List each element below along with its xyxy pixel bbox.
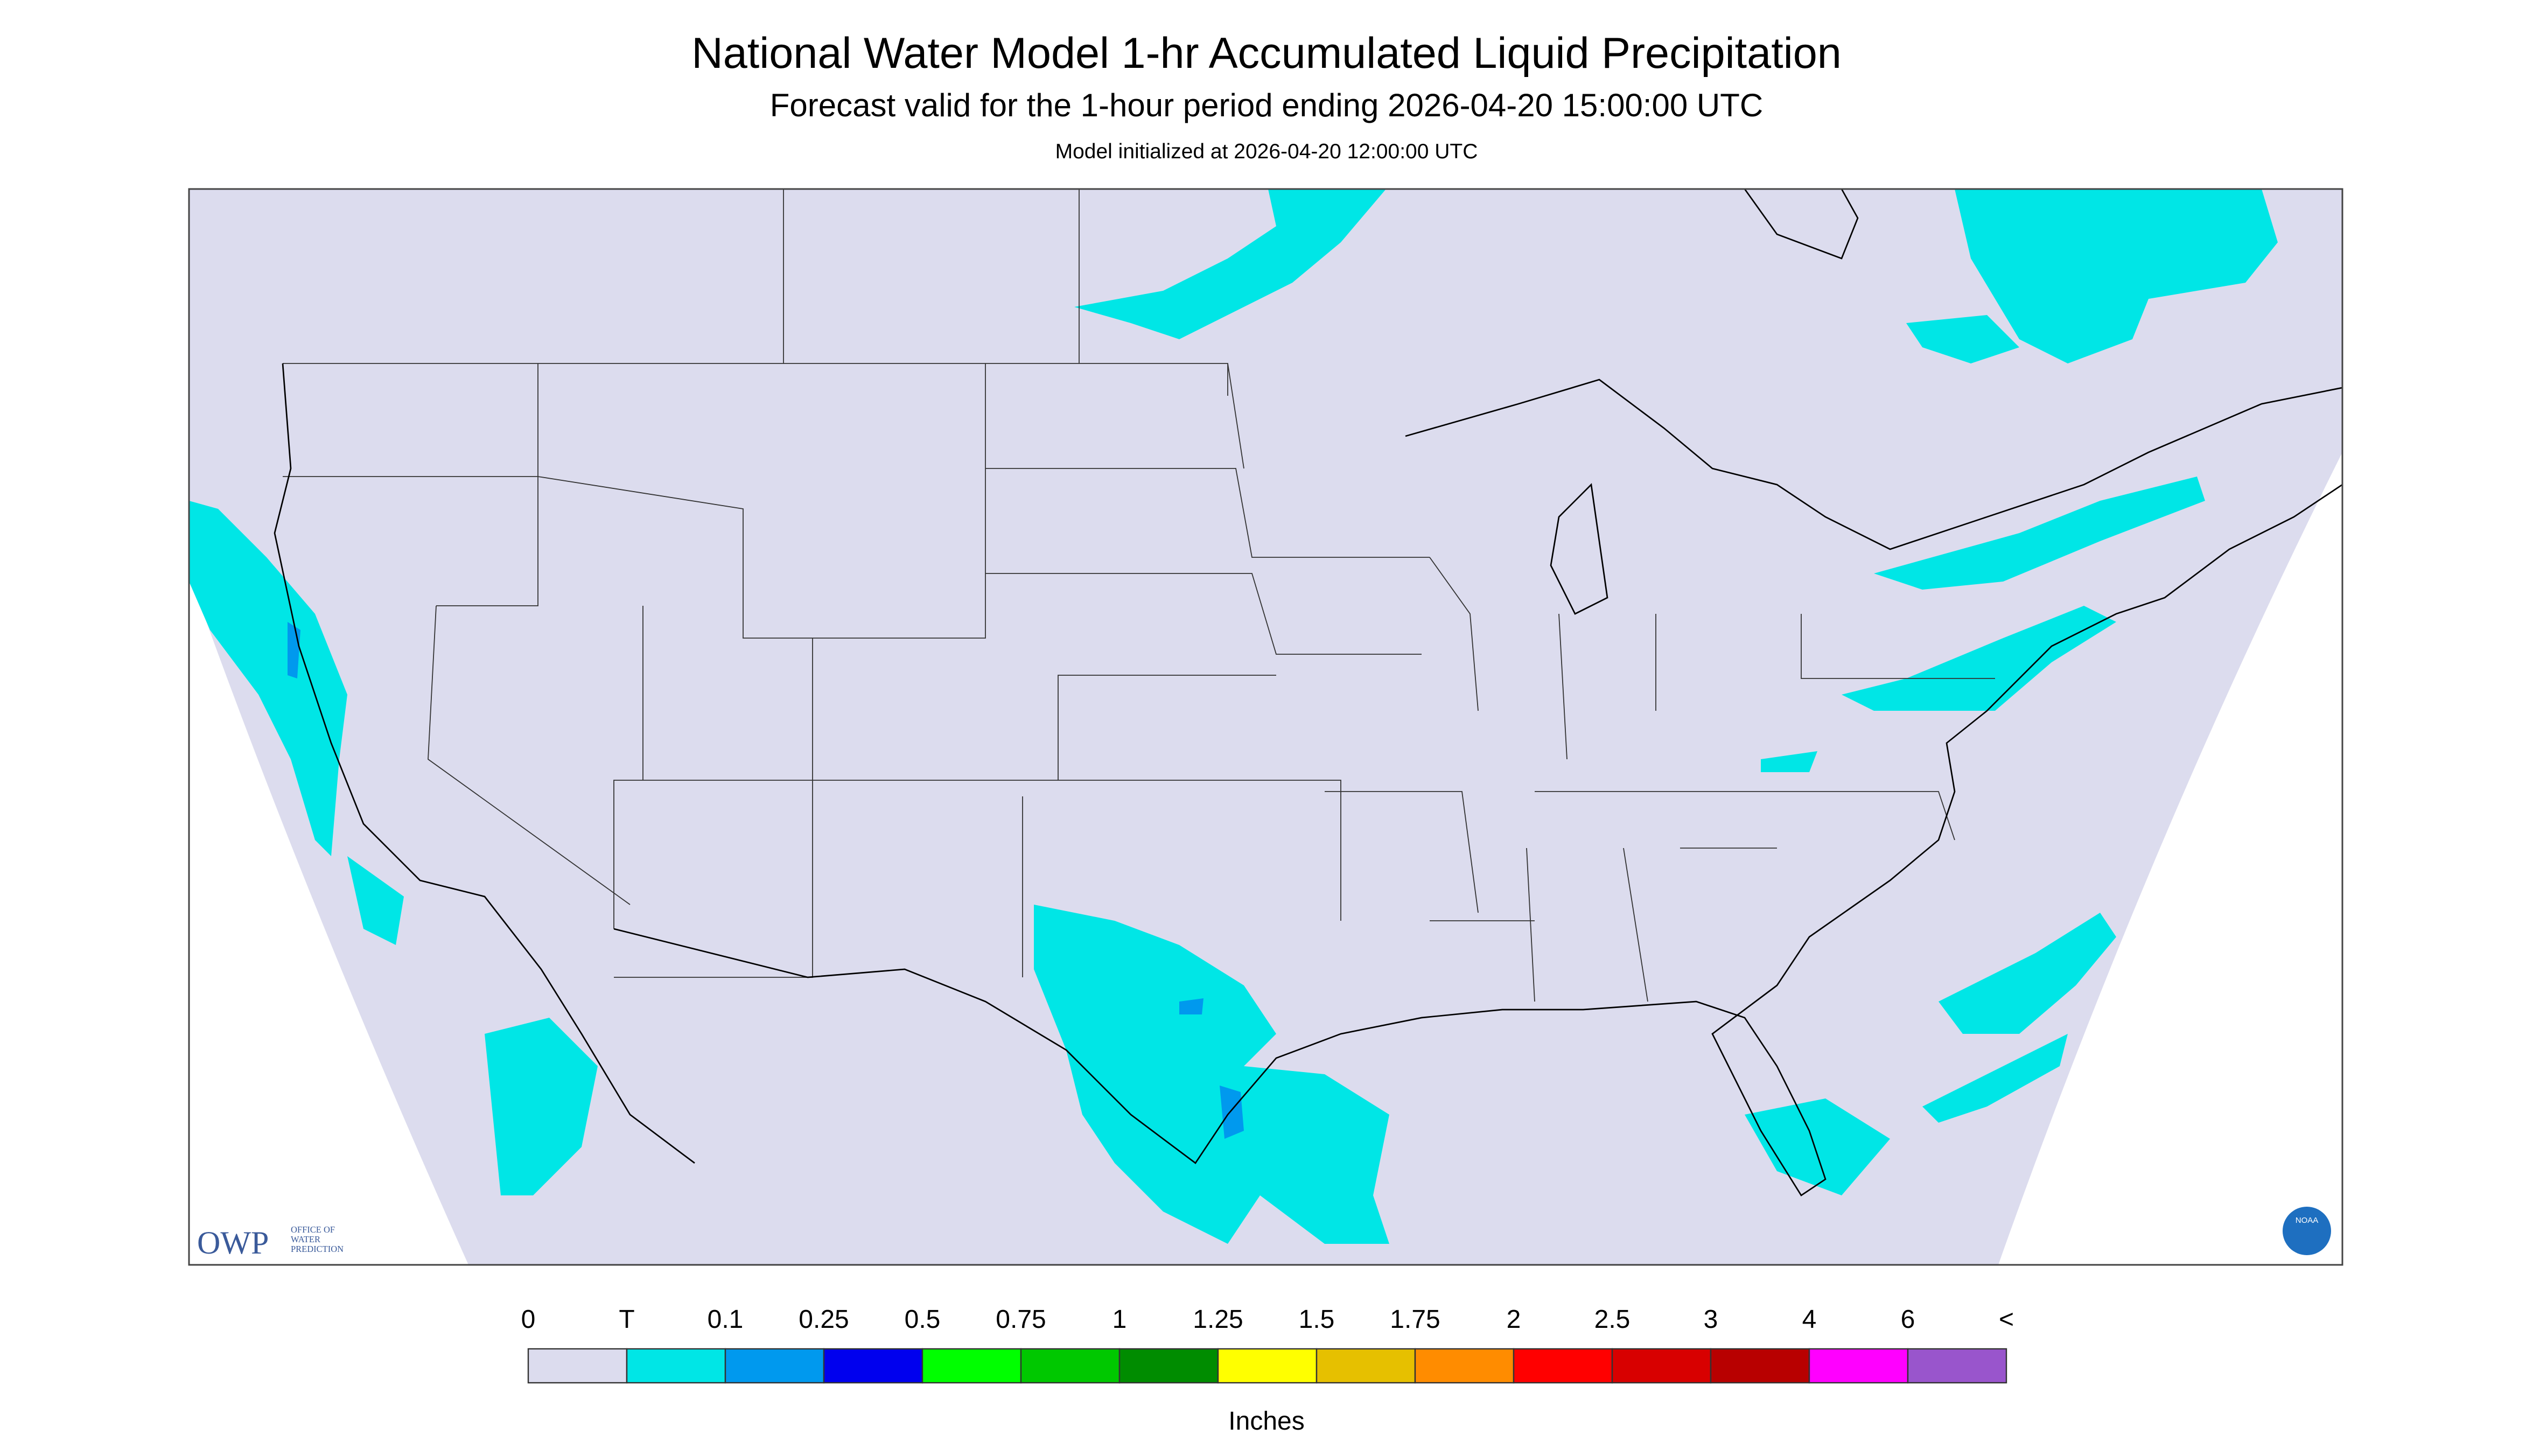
legend-label: 0 (521, 1305, 536, 1334)
legend-label: 1 (1112, 1305, 1127, 1334)
legend-label: 3 (1704, 1305, 1718, 1334)
legend: 0 T 0.1 0.25 0.5 0.75 1 1.25 1.5 1.75 2 2.5 3 4 6 < (521, 1305, 2014, 1384)
map-frame (188, 188, 2343, 1266)
legend-swatch (1710, 1348, 1810, 1384)
legend-label: 1.25 (1193, 1305, 1243, 1334)
legend-label: 0.25 (799, 1305, 849, 1334)
legend-swatch (823, 1348, 923, 1384)
legend-label: 6 (1901, 1305, 1915, 1334)
legend-swatch (1217, 1348, 1318, 1384)
boundaries (274, 188, 2343, 1196)
owp-logo: OWP (197, 1225, 269, 1261)
precipitation (189, 189, 2278, 1244)
noaa-logo (2283, 1207, 2331, 1256)
legend-swatch (527, 1348, 628, 1384)
legend-units: Inches (1228, 1407, 1304, 1436)
legend-label: 1.5 (1299, 1305, 1335, 1334)
subtitle: Forecast valid for the 1-hour period end… (770, 87, 1763, 123)
noaa-logo-text: NOAA (2296, 1216, 2319, 1225)
legend-label: 0.1 (708, 1305, 744, 1334)
legend-swatch (1907, 1348, 2007, 1384)
legend-label: < (1999, 1305, 2014, 1334)
legend-swatch (1513, 1348, 1613, 1384)
legend-swatch (626, 1348, 726, 1384)
legend-swatch (1118, 1348, 1219, 1384)
legend-label: 2.5 (1594, 1305, 1631, 1334)
legend-swatch (1808, 1348, 1909, 1384)
legend-label: 2 (1507, 1305, 1521, 1334)
legend-swatch (1414, 1348, 1515, 1384)
model-domain (189, 189, 2342, 1265)
legend-label: 0.75 (996, 1305, 1046, 1334)
legend-label: 0.5 (905, 1305, 941, 1334)
title: National Water Model 1-hr Accumulated Li… (691, 29, 1842, 78)
owp-subtext-line: OFFICE OF (291, 1224, 335, 1235)
legend-swatch (1316, 1348, 1416, 1384)
legend-swatch (921, 1348, 1022, 1384)
legend-label: T (619, 1305, 634, 1334)
owp-subtext-line: WATER (291, 1234, 320, 1244)
legend-swatch (724, 1348, 825, 1384)
legend-label: 4 (1802, 1305, 1817, 1334)
owp-subtext-line: PREDICTION (291, 1244, 344, 1254)
init-time: Model initialized at 2026-04-20 12:00:00… (1055, 140, 1478, 163)
legend-swatch (1611, 1348, 1712, 1384)
legend-label: 1.75 (1390, 1305, 1440, 1334)
legend-swatch (1020, 1348, 1121, 1384)
